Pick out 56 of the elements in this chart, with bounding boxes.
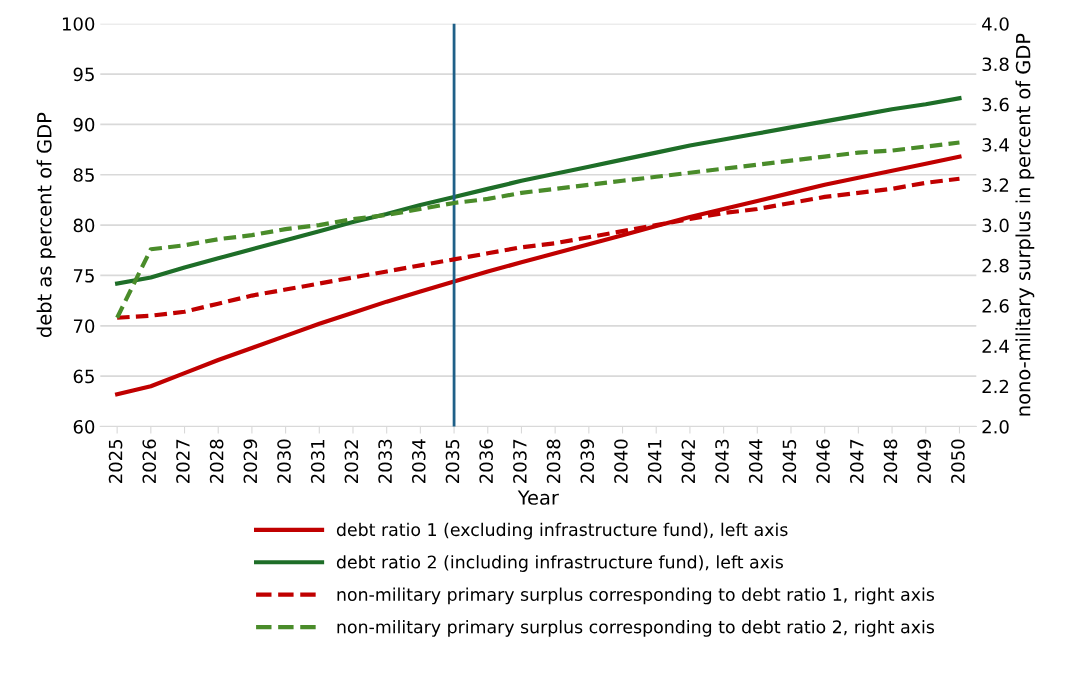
x-tick-label: 2042 [681,440,696,483]
x-tick-label: 2032 [344,440,359,483]
y-tick-label: 75 [73,269,94,283]
y2-tick-label: 4.0 [982,17,1009,31]
x-tick-label: 2031 [310,439,325,483]
y2-tick-label: 2.8 [982,258,1009,273]
y2-tick-label: 3.6 [982,97,1009,112]
x-tick-label: 2030 [277,439,291,483]
y2-tick-label: 2.0 [982,419,1009,434]
legend-label: non-military primary surplus corresponding to debt ratio 1, right axis [337,587,935,605]
x-tick-label: 2028 [209,439,224,483]
x-axis-title: Year [517,490,559,505]
y2-tick-label: 3.0 [982,218,1009,233]
y2-tick-label: 2.4 [982,339,1009,353]
y-axis-title: debt as percent of GDP [36,112,56,338]
y-tick-label: 80 [73,218,95,233]
x-tick-label: 2047 [849,439,864,483]
y-tick-label: 60 [73,419,95,434]
x-tick-label: 2049 [917,439,932,483]
x-tick-label: 2037 [513,439,527,483]
x-tick-label: 2035 [445,439,460,483]
legend-label: debt ratio 1 (excluding infrastructure fund), left axis [336,522,788,540]
y2-tick-label: 3.8 [982,57,1009,72]
y2-tick-label: 3.4 [982,138,1009,152]
y-tick-label: 70 [73,319,95,333]
x-tick-label: 2027 [176,439,190,483]
x-tick-label: 2039 [580,439,595,483]
x-tick-label: 2040 [614,439,628,483]
y-tick-label: 95 [73,67,94,82]
y2-tick-label: 3.2 [982,178,1009,192]
x-tick-label: 2050 [951,439,965,483]
y2-tick-label: 2.2 [982,379,1009,394]
legend-label: debt ratio 2 (including infrastructure fund), left axis [336,555,783,572]
x-tick-label: 2045 [782,439,797,483]
legend-label: non-military primary surplus corresponding to debt ratio 2, right axis [337,619,935,637]
y2-tick-label: 2.6 [982,299,1009,313]
y2-axis-title: nono-military surplus in percent of GDP [1015,33,1035,416]
x-tick-label: 2034 [411,439,426,483]
x-tick-label: 2038 [546,439,561,483]
y-tick-label: 100 [62,17,95,31]
x-tick-label: 2044 [748,439,763,483]
x-tick-label: 2029 [243,439,258,483]
x-tick-label: 2046 [816,439,830,483]
y-tick-label: 65 [73,369,94,384]
x-tick-label: 2041 [647,439,662,483]
x-tick-label: 2025 [108,439,123,483]
y-tick-label: 85 [73,168,94,182]
x-tick-label: 2048 [883,439,898,483]
x-tick-label: 2043 [715,439,729,483]
x-tick-label: 2026 [142,439,157,483]
x-tick-label: 2036 [479,439,493,483]
line-series [115,140,962,320]
line-series [115,96,962,286]
y-tick-label: 90 [73,117,95,132]
line-series [115,154,962,397]
x-tick-label: 2033 [378,439,392,483]
